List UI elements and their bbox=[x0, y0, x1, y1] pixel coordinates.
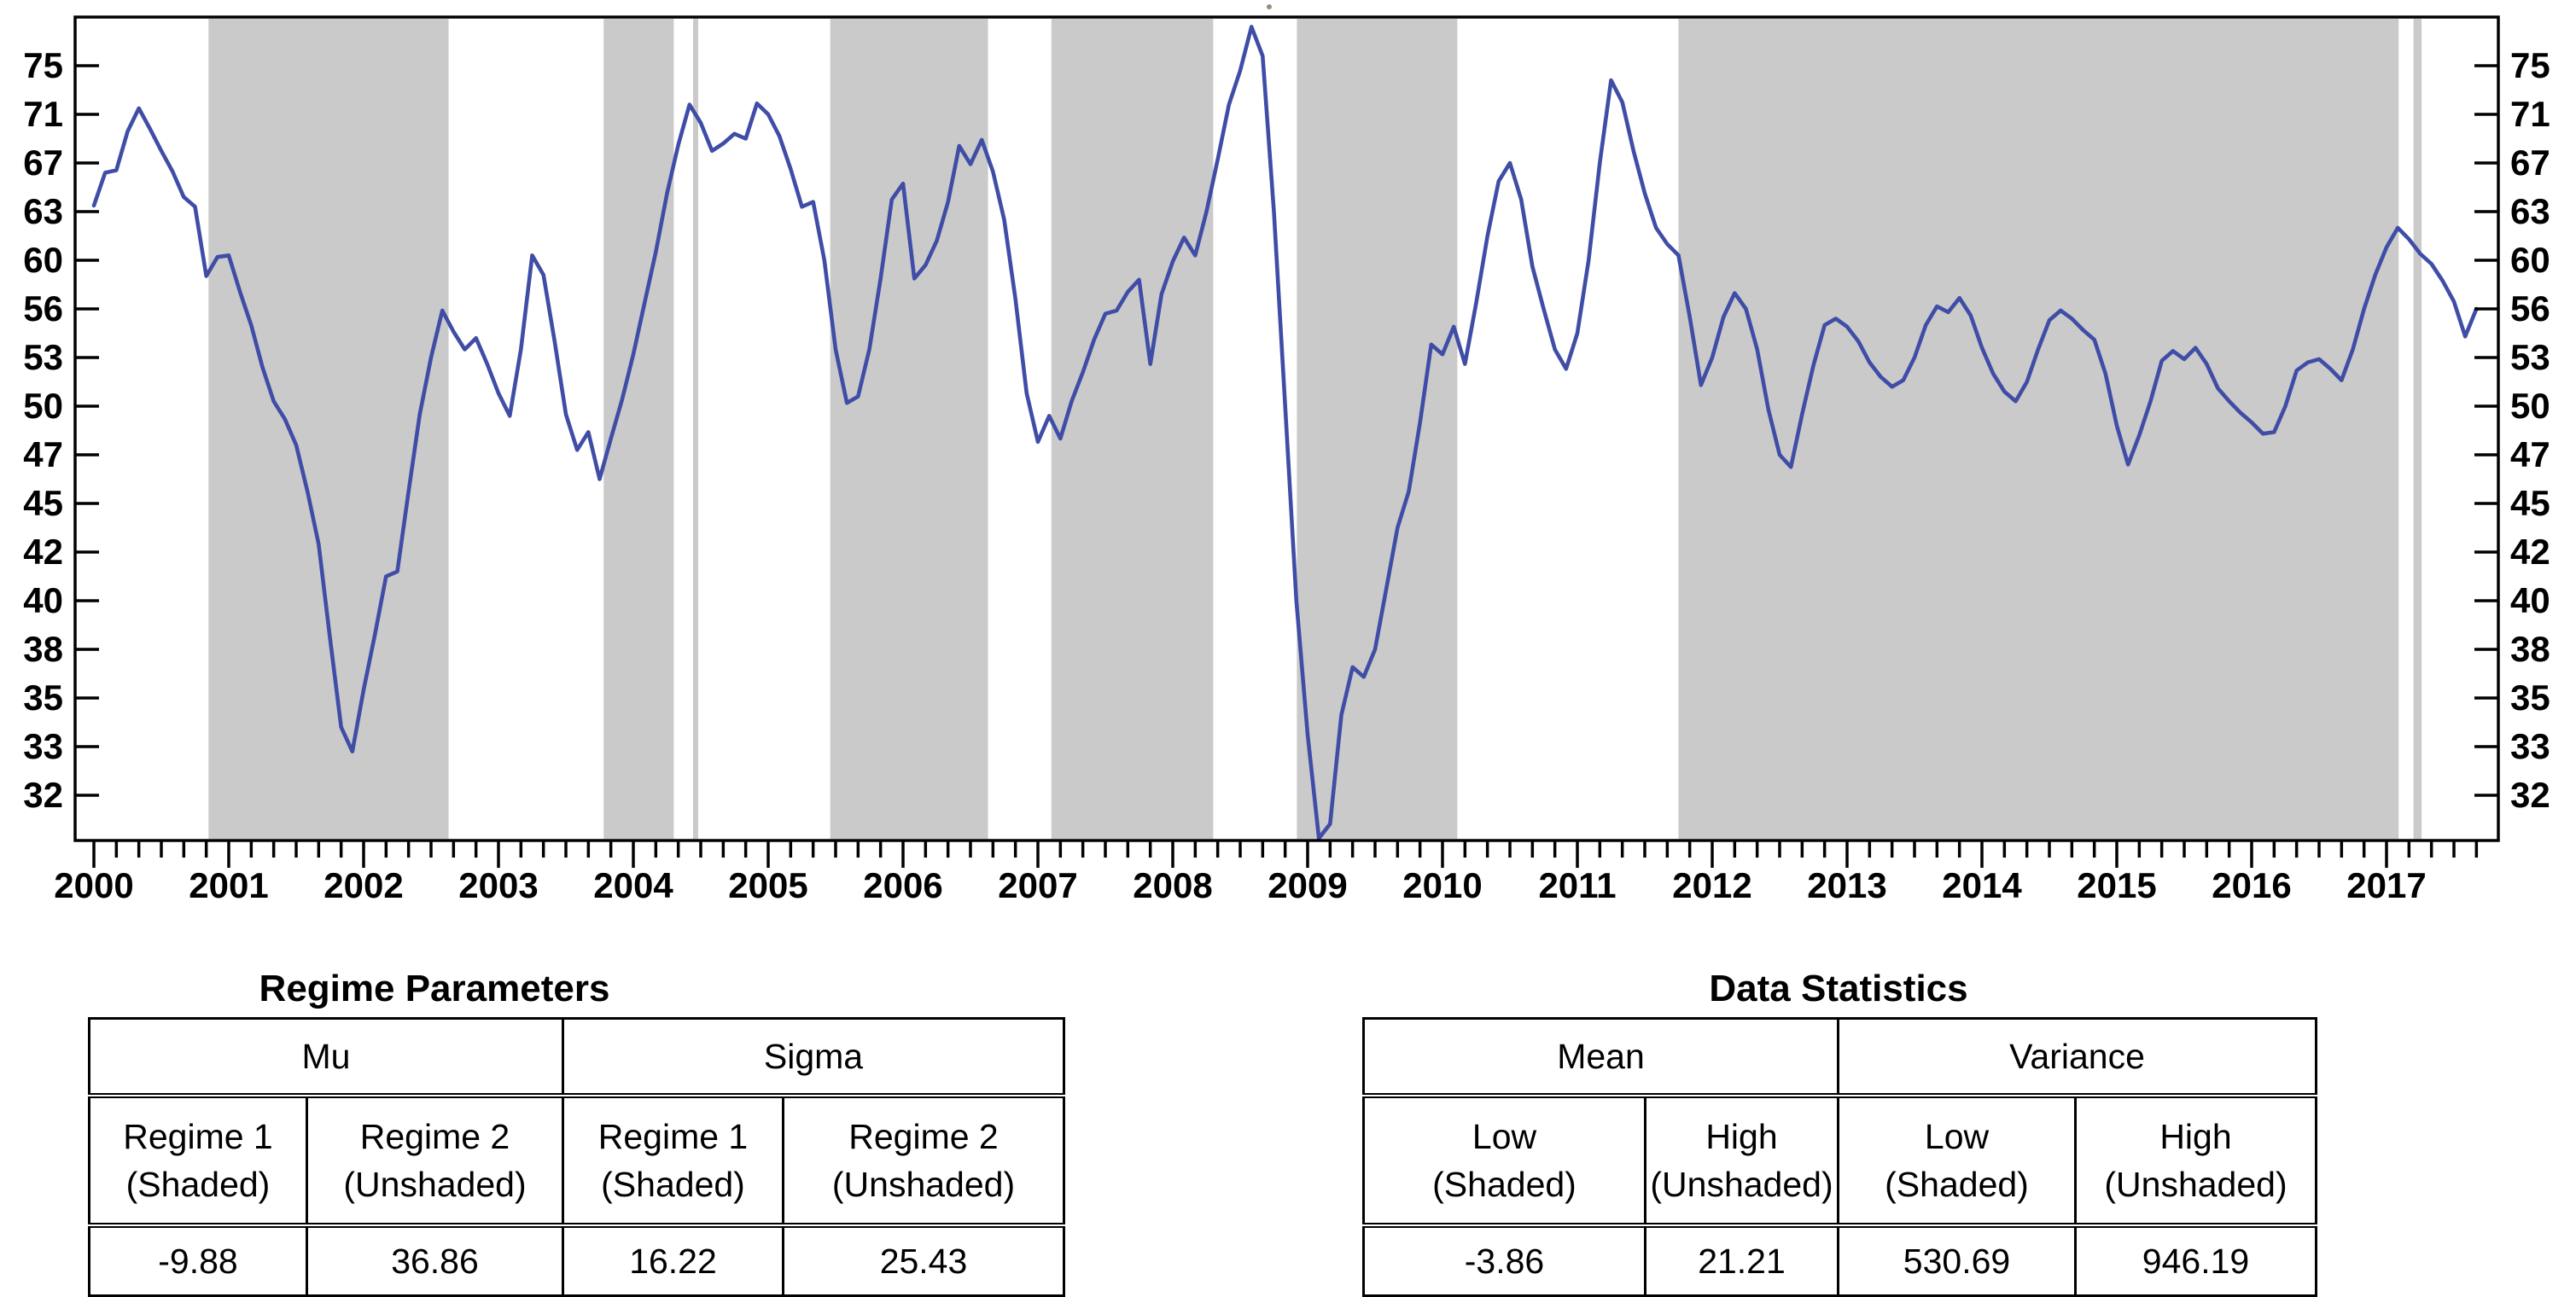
regime-parameters-title: Regime Parameters bbox=[259, 968, 610, 1009]
stat-value: 36.86 bbox=[306, 1223, 564, 1297]
y-axis-label-left: 45 bbox=[23, 483, 63, 523]
data-statistics-title: Data Statistics bbox=[1709, 968, 1968, 1009]
x-axis-year-label: 2016 bbox=[2212, 865, 2291, 905]
y-axis-label-right: 40 bbox=[2510, 580, 2550, 620]
data-statistics-table: Mean Variance Low (Shaded) High (Unshaded) Low… bbox=[1362, 1017, 2317, 1297]
sub-header: Regime 1 (Shaded) bbox=[562, 1093, 784, 1227]
stray-dot-artifact bbox=[1267, 4, 1272, 9]
y-axis-label-right: 42 bbox=[2510, 532, 2550, 572]
shaded-regime-band bbox=[1051, 19, 1214, 839]
y-axis-label-right: 60 bbox=[2510, 240, 2550, 280]
x-axis-year-label: 2000 bbox=[54, 865, 133, 905]
stat-value: -3.86 bbox=[1362, 1223, 1646, 1297]
y-axis-label-right: 38 bbox=[2510, 629, 2550, 669]
data-statistics-section: Data Statistics Mean Variance Low (Shaded) H… bbox=[1362, 968, 2317, 1297]
regime-switching-chart: 75 75 71 71 67 67 63 63 60 60 56 56 53 53 50 50 47 47 45 45… bbox=[23, 4, 2550, 905]
shaded-regime-band bbox=[830, 19, 988, 839]
y-axis-label-left: 71 bbox=[23, 94, 63, 134]
y-axis-label-left: 63 bbox=[23, 191, 63, 231]
sub-header: Regime 2 (Unshaded) bbox=[782, 1093, 1065, 1227]
x-axis-year-label: 2008 bbox=[1133, 865, 1212, 905]
y-axis-label-right: 50 bbox=[2510, 386, 2550, 426]
x-axis-year-label: 2010 bbox=[1402, 865, 1482, 905]
y-axis-label-left: 35 bbox=[23, 678, 63, 718]
shaded-regime-band bbox=[208, 19, 449, 839]
x-axis-year-label: 2011 bbox=[1538, 865, 1616, 905]
x-axis-year-label: 2004 bbox=[593, 865, 673, 905]
stat-value: 25.43 bbox=[782, 1223, 1065, 1297]
x-axis-year-label: 2012 bbox=[1672, 865, 1751, 905]
stat-value: -9.88 bbox=[88, 1223, 308, 1297]
group-header-sigma: Sigma bbox=[562, 1017, 1065, 1097]
sub-header: High (Unshaded) bbox=[1644, 1093, 1839, 1227]
x-axis-year-label: 2006 bbox=[863, 865, 942, 905]
y-axis-label-right: 35 bbox=[2510, 678, 2550, 718]
sub-header: Low (Shaded) bbox=[1837, 1093, 2077, 1227]
y-axis-label-left: 75 bbox=[23, 45, 63, 85]
plot-border bbox=[73, 15, 2500, 842]
x-axis-year-label: 2014 bbox=[1942, 865, 2022, 905]
x-axis-year-label: 2013 bbox=[1807, 865, 1886, 905]
y-axis-label-left: 40 bbox=[23, 580, 63, 620]
series-line bbox=[91, 25, 2479, 840]
regime-parameters-section: Regime Parameters Mu Sigma Regime 1 (Shaded… bbox=[88, 968, 1065, 1297]
y-axis-label-right: 32 bbox=[2510, 775, 2550, 815]
group-header-mean: Mean bbox=[1362, 1017, 1839, 1097]
stat-value: 946.19 bbox=[2074, 1223, 2317, 1297]
y-axis-label-right: 56 bbox=[2510, 288, 2550, 329]
y-axis-label-right: 67 bbox=[2510, 142, 2550, 183]
x-axis-year-label: 2001 bbox=[189, 865, 268, 905]
stat-value: 530.69 bbox=[1837, 1223, 2077, 1297]
x-axis-year-label: 2007 bbox=[998, 865, 1077, 905]
y-axis-label-right: 71 bbox=[2510, 94, 2550, 134]
regime-parameters-table: Mu Sigma Regime 1 (Shaded) Regime 2 (Unshaded… bbox=[88, 1017, 1065, 1297]
y-axis-label-left: 38 bbox=[23, 629, 63, 669]
shaded-regime-band bbox=[692, 19, 698, 839]
y-axis-label-left: 60 bbox=[23, 240, 63, 280]
y-axis-label-right: 53 bbox=[2510, 337, 2550, 377]
sub-header: High (Unshaded) bbox=[2074, 1093, 2317, 1227]
x-axis-year-label: 2003 bbox=[458, 865, 538, 905]
y-axis-label-left: 47 bbox=[23, 434, 63, 474]
y-axis-label-right: 33 bbox=[2510, 726, 2550, 766]
y-axis-label-left: 33 bbox=[23, 726, 63, 766]
y-axis-label-left: 56 bbox=[23, 288, 63, 329]
y-axis-label-left: 50 bbox=[23, 386, 63, 426]
group-header-mu: Mu bbox=[88, 1017, 564, 1097]
shaded-regime-band bbox=[2413, 19, 2422, 839]
stat-value: 16.22 bbox=[562, 1223, 784, 1297]
shaded-regime-band bbox=[1678, 19, 2399, 839]
shaded-regime-band bbox=[1297, 19, 1458, 839]
x-axis-year-label: 2005 bbox=[728, 865, 807, 905]
x-axis-year-label: 2015 bbox=[2077, 865, 2156, 905]
y-axis-label-right: 47 bbox=[2510, 434, 2550, 474]
y-axis-label-left: 67 bbox=[23, 142, 63, 183]
sub-header: Low (Shaded) bbox=[1362, 1093, 1646, 1227]
y-axis-label-left: 32 bbox=[23, 775, 63, 815]
x-axis-year-label: 2002 bbox=[323, 865, 403, 905]
y-axis-label-left: 42 bbox=[23, 532, 63, 572]
y-axis-label-right: 45 bbox=[2510, 483, 2550, 523]
y-axis-label-right: 63 bbox=[2510, 191, 2550, 231]
x-axis-year-label: 2009 bbox=[1268, 865, 1347, 905]
group-header-variance: Variance bbox=[1837, 1017, 2317, 1097]
stat-value: 21.21 bbox=[1644, 1223, 1839, 1297]
y-axis-label-right: 75 bbox=[2510, 45, 2550, 85]
x-axis-year-label: 2017 bbox=[2346, 865, 2426, 905]
sub-header: Regime 1 (Shaded) bbox=[88, 1093, 308, 1227]
sub-header: Regime 2 (Unshaded) bbox=[306, 1093, 564, 1227]
y-axis-label-left: 53 bbox=[23, 337, 63, 377]
